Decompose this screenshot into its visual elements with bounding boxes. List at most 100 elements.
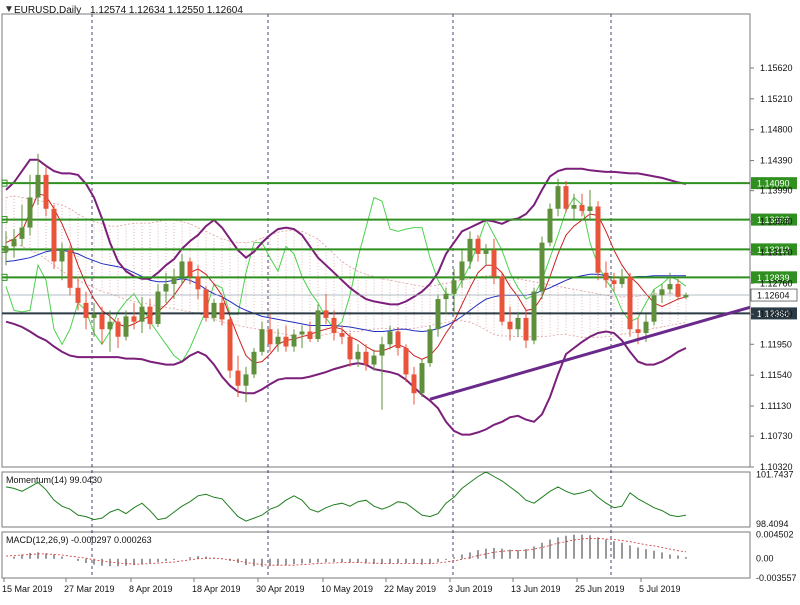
y-tick-label: 1.13170 [760, 247, 793, 257]
y-tick-label: 1.11130 [760, 401, 791, 411]
candle-body [395, 331, 401, 349]
y-tick-label: 1.13580 [760, 217, 793, 227]
candle-body [387, 331, 393, 345]
candle-body [43, 174, 49, 209]
x-tick-label: 3 Jun 2019 [448, 584, 493, 594]
candles [3, 153, 689, 410]
candle-body [611, 280, 617, 285]
candle-body [659, 289, 665, 296]
level-label-box-1 [751, 213, 797, 226]
candle-body [283, 336, 289, 347]
y-tick-label: 1.15620 [760, 63, 793, 73]
candle-body [515, 317, 521, 330]
x-tick-label: 15 Mar 2019 [2, 584, 53, 594]
x-tick-label: 27 Mar 2019 [64, 584, 115, 594]
y-tick-label: 1.12350 [760, 309, 793, 319]
macd-tick-label: -0.003557 [756, 573, 797, 583]
level-label-1: 1.13606 [757, 215, 790, 225]
candle-body [563, 186, 569, 209]
cloud-top-line [5, 195, 687, 298]
candle-body [155, 291, 161, 324]
candle-body [67, 250, 73, 288]
level-label-2: 1.13210 [757, 245, 790, 255]
candle-body [339, 332, 345, 337]
candle-body [411, 374, 417, 394]
y-tick-label: 1.14800 [760, 125, 793, 135]
candle-body [19, 227, 25, 239]
level-handle-1[interactable] [1, 216, 8, 224]
candle-body [555, 186, 561, 209]
candle-body [547, 208, 553, 243]
trendline [429, 305, 751, 401]
candle-body [275, 336, 281, 345]
candle-body [267, 329, 273, 345]
level-labels: 1.14090 1.13606 1.13210 1.12839 1.12604 1.123… [750, 177, 798, 320]
level-label-4: 1.12604 [757, 291, 790, 301]
oscillator-line [5, 196, 687, 363]
candle-body [243, 374, 249, 386]
candle-body [75, 287, 81, 303]
candle-body [523, 317, 529, 341]
candle-body [83, 302, 89, 318]
candle-body [299, 331, 305, 335]
candle-body [291, 334, 297, 347]
candle-body [315, 310, 321, 340]
candle-body [371, 355, 377, 365]
candle-body [683, 295, 689, 298]
candle-body [635, 329, 641, 333]
momentum-line [5, 471, 687, 522]
main-panel-frame [1, 13, 751, 468]
y-tick-label: 1.11950 [760, 339, 792, 349]
indicator-lines [5, 158, 687, 436]
candle-body [347, 336, 353, 360]
level-handle-3[interactable] [1, 273, 8, 281]
symbol-dropdown-icon[interactable]: ▼ [4, 4, 14, 15]
candle-body [403, 348, 409, 375]
candle-body [363, 351, 369, 365]
cloud-bottom-line [5, 236, 687, 338]
cloud-area [5, 195, 687, 338]
x-tick-label: 30 Apr 2019 [256, 584, 305, 594]
candle-body [259, 329, 265, 352]
y-tick-label: 1.10320 [760, 462, 793, 472]
level-handle-0[interactable] [1, 179, 8, 187]
level-label-0: 1.14090 [757, 179, 790, 189]
macd-panel: 0.004502 0.00 -0.003557 [5, 530, 797, 583]
candle-body [235, 370, 241, 386]
y-tick-label: 1.12760 [760, 278, 793, 288]
candle-body [115, 321, 121, 337]
x-tick-label: 10 May 2019 [321, 584, 373, 594]
candle-body [603, 272, 609, 281]
x-tick-label: 18 Apr 2019 [192, 584, 241, 594]
panel-frames [1, 13, 751, 579]
ohlc-readout: 1.12574 1.12634 1.12550 1.12604 [90, 5, 243, 16]
candle-body [131, 316, 137, 322]
candle-body [619, 276, 625, 285]
y-tick-label: 1.10730 [760, 431, 793, 441]
candle-body [571, 204, 577, 209]
candle-body [435, 299, 441, 330]
candle-body [195, 276, 201, 290]
level-label-box-2 [751, 243, 797, 256]
level-label-5: 1.12360 [757, 309, 790, 319]
x-tick-label: 25 Jun 2019 [575, 584, 625, 594]
momentum-label: Momentum(14) 99.0430 [6, 475, 102, 485]
candle-body [587, 206, 593, 212]
candle-body [219, 302, 225, 320]
level-label-box-3 [751, 271, 797, 284]
horizontal-levels [1, 179, 750, 315]
level-label-3: 1.12839 [757, 273, 790, 283]
momentum-tick-label: 101.7437 [756, 469, 794, 479]
candle-body [323, 310, 329, 318]
candle-body [475, 238, 481, 254]
candle-body [59, 250, 65, 262]
candle-body [123, 316, 129, 337]
candle-body [11, 238, 17, 247]
support-trendline[interactable] [429, 305, 751, 401]
candle-body [91, 314, 97, 318]
candle-body [99, 314, 105, 330]
y-tick-label: 1.11540 [760, 370, 792, 380]
x-tick-label: 8 Apr 2019 [129, 584, 173, 594]
symbol-label: EURUSD,Daily [14, 5, 81, 16]
